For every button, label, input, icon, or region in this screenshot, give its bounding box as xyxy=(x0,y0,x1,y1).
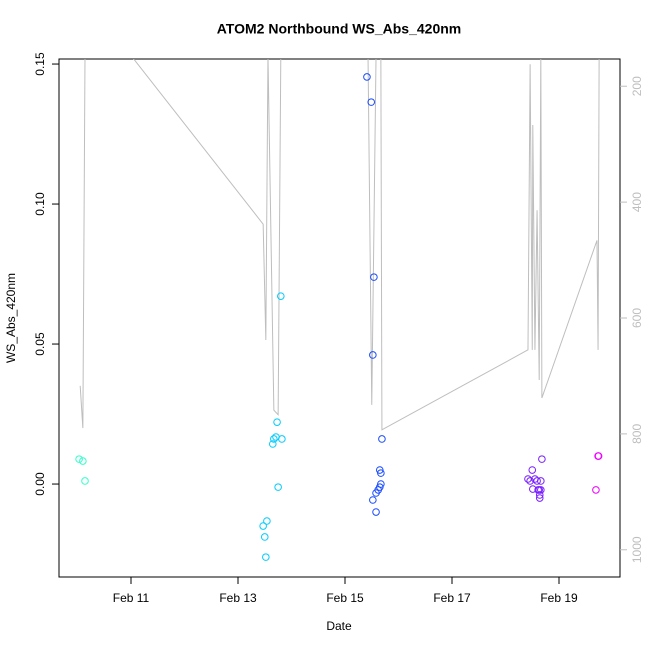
point xyxy=(592,486,600,494)
point xyxy=(528,466,537,474)
y2-tick-label: 1000 xyxy=(630,536,644,563)
point xyxy=(538,455,546,463)
point xyxy=(367,98,376,106)
point xyxy=(81,477,89,485)
line xyxy=(79,59,600,431)
x-tick-label: Feb 19 xyxy=(540,591,578,605)
chart-title: ATOM2 Northbound WS_Abs_420nm xyxy=(217,21,462,37)
point xyxy=(363,73,371,81)
point xyxy=(377,469,385,477)
x-axis-label: Date xyxy=(326,619,352,633)
y2-tick-label: 400 xyxy=(630,192,644,212)
x-tick-label: Feb 15 xyxy=(326,591,364,605)
point xyxy=(372,489,380,497)
point xyxy=(268,440,277,448)
point xyxy=(270,435,278,443)
point xyxy=(372,508,380,516)
point xyxy=(260,533,269,541)
point xyxy=(533,477,541,485)
point xyxy=(375,466,384,474)
y-tick-label: 0.00 xyxy=(33,472,47,496)
point xyxy=(278,435,286,443)
x-tick-label: Feb 17 xyxy=(433,591,471,605)
point xyxy=(370,273,378,281)
y2-tick-label: 800 xyxy=(630,424,644,444)
point xyxy=(369,496,377,504)
point xyxy=(594,452,603,460)
point xyxy=(79,457,87,465)
y2-tick-label: 200 xyxy=(630,76,644,96)
point xyxy=(535,491,544,499)
y-axis-label: WS_Abs_420nm xyxy=(4,273,18,363)
x-tick-label: Feb 11 xyxy=(113,591,150,605)
point xyxy=(274,483,282,491)
plot-area xyxy=(75,59,603,561)
point xyxy=(263,517,271,525)
point xyxy=(369,351,377,359)
point xyxy=(277,292,285,300)
x-tick-label: Feb 13 xyxy=(219,591,257,605)
point xyxy=(537,477,545,485)
y-tick-label: 0.15 xyxy=(33,52,47,76)
point xyxy=(273,418,281,426)
point xyxy=(537,486,545,494)
y-tick-label: 0.10 xyxy=(33,192,47,216)
y2-tick-label: 600 xyxy=(630,308,644,328)
y-tick-label: 0.05 xyxy=(33,332,47,356)
point xyxy=(259,522,267,530)
point xyxy=(262,553,270,561)
point xyxy=(535,494,544,502)
point xyxy=(75,455,83,463)
point xyxy=(378,435,386,443)
